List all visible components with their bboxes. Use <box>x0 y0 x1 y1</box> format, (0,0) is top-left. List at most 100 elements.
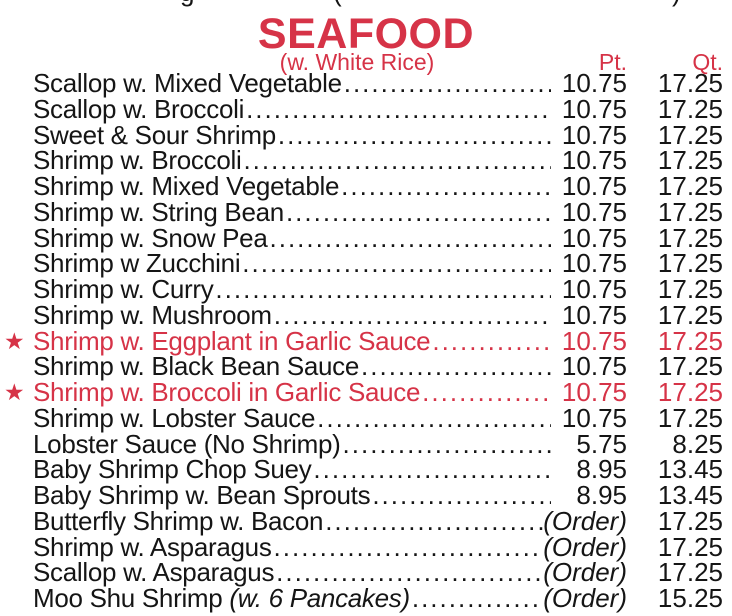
pt-price: 10.75 <box>561 222 627 253</box>
pt-price: 10.75 <box>561 299 627 330</box>
pt-price: 10.75 <box>561 171 627 201</box>
item-name: Shrimp w. Asparagus <box>33 531 272 562</box>
pt-price: 10.75 <box>561 68 627 98</box>
item-name: Scallop w. Broccoli <box>33 93 245 124</box>
star-icon: ★ <box>4 379 25 405</box>
menu-item-row: Baby Shrimp Chop Suey 8.95 13.45 <box>0 454 732 485</box>
menu-items: Scallop w. Mixed Vegetable10.7517.25Scal… <box>0 68 732 613</box>
dot-leader <box>323 509 543 535</box>
item-name: Scallop w. Asparagus <box>33 557 275 588</box>
item-name: Shrimp w. Curry <box>33 274 214 304</box>
dot-leader <box>213 277 551 303</box>
qt-price: 17.25 <box>657 274 723 304</box>
item-name: Shrimp w. Lobster Sauce <box>33 402 316 433</box>
pt-price: (Order) <box>543 583 627 613</box>
star-icon: ★ <box>4 327 25 354</box>
section-subtitle: (w. White Rice) <box>279 49 435 75</box>
pt-price: 10.75 <box>561 93 627 124</box>
item-name: Shrimp w Zucchini <box>33 248 241 279</box>
menu-item-row: Shrimp w. Black Bean Sauce 10.75 17.25 <box>0 351 732 382</box>
qt-price: 17.25 <box>657 505 723 536</box>
item-name: Shrimp w. Eggplant in Garlic Sauce <box>33 325 431 356</box>
menu-item-row: ★ Shrimp w. Eggplant in Garlic Sauce 10.75… <box>0 325 732 356</box>
pt-price: 10.75 <box>561 325 627 356</box>
clipped-text-fragment: ( <box>333 0 342 5</box>
menu-item-row: Scallop w. Asparagus (Order) 17.25 <box>0 557 732 588</box>
menu-item-row: Butterfly Shrimp w. Bacon (Order) 17.25 <box>0 505 732 536</box>
pt-price: 10.75 <box>561 377 627 407</box>
item-name: Baby Shrimp w. Bean Sprouts <box>33 480 371 510</box>
dot-leader <box>272 535 544 561</box>
item-name: Scallop w. Mixed Vegetable <box>33 68 342 98</box>
dot-leader <box>410 586 543 612</box>
menu-item-row: Shrimp w. Mushroom 10.75 17.25 <box>0 299 732 330</box>
qt-price: 17.25 <box>657 248 723 279</box>
qt-price: 13.45 <box>657 480 723 510</box>
menu-item-row: Shrimp w. String Bean 10.75 17.25 <box>0 196 732 227</box>
dot-leader <box>370 483 551 509</box>
pt-price: 10.75 <box>561 274 627 304</box>
pt-price: 8.95 <box>576 480 627 510</box>
qt-price: 17.25 <box>657 119 723 150</box>
qt-price: 17.25 <box>657 222 723 253</box>
dot-leader <box>268 226 552 252</box>
pt-price: 5.75 <box>576 428 627 459</box>
menu-item-row: Moo Shu Shrimp (w. 6 Pancakes) (Order) 15.… <box>0 583 732 613</box>
pt-price: 8.95 <box>576 454 627 485</box>
qt-price: 8.25 <box>672 428 723 459</box>
pt-price: 10.75 <box>561 196 627 227</box>
dot-leader <box>420 380 551 406</box>
menu-item-row: ★ Shrimp w. Broccoli in Garlic Sauce 10.75… <box>0 377 732 407</box>
pt-price: (Order) <box>543 557 627 588</box>
item-name: Shrimp w. String Bean <box>33 196 284 227</box>
item-name: Shrimp w. Mushroom <box>33 299 272 330</box>
dot-leader <box>276 123 551 149</box>
item-name: Shrimp w. Black Bean Sauce <box>33 351 360 382</box>
dot-leader <box>339 174 551 200</box>
pt-price: 10.75 <box>561 119 627 150</box>
item-name: Shrimp w. Broccoli in Garlic Sauce <box>33 377 421 407</box>
section-title: SEAFOOD <box>257 10 475 58</box>
pt-price: 10.75 <box>561 248 627 279</box>
pt-price: (Order) <box>543 505 627 536</box>
item-name: Shrimp w. Broccoli <box>33 145 242 176</box>
clipped-text-fragment: ) <box>672 0 681 5</box>
dot-leader <box>244 97 551 123</box>
qt-price: 17.25 <box>657 196 723 227</box>
menu-item-row: Lobster Sauce (No Shrimp) 5.75 8.25 <box>0 428 732 459</box>
qt-price: 17.25 <box>657 299 723 330</box>
item-name: Moo Shu Shrimp (w. 6 Pancakes) <box>33 583 410 613</box>
item-name: Lobster Sauce (No Shrimp) <box>33 428 341 459</box>
dot-leader <box>240 251 551 277</box>
dot-leader <box>342 71 551 97</box>
clipped-previous-line: g () <box>0 0 732 11</box>
qt-price: 17.25 <box>657 93 723 124</box>
menu-item-row: Baby Shrimp w. Bean Sprouts 8.95 13.45 <box>0 480 732 510</box>
item-name: Shrimp w. Mixed Vegetable <box>33 171 340 201</box>
qt-price: 17.25 <box>657 171 723 201</box>
clipped-text-fragment: g <box>180 0 194 5</box>
qt-price: 17.25 <box>657 325 723 356</box>
menu-item-row: Scallop w. Broccoli 10.75 17.25 <box>0 93 732 124</box>
qt-price: 17.25 <box>657 145 723 176</box>
menu-item-row: Shrimp w. Mixed Vegetable 10.75 17.25 <box>0 171 732 201</box>
qt-price: 17.25 <box>657 531 723 562</box>
menu-item-row: Shrimp w. Curry 10.75 17.25 <box>0 274 732 304</box>
pt-price: 10.75 <box>561 145 627 176</box>
menu-item-row: Sweet & Sour Shrimp 10.75 17.25 <box>0 119 732 150</box>
menu-item-row: Shrimp w. Lobster Sauce 10.75 17.25 <box>0 402 732 433</box>
qt-price: 13.45 <box>657 454 723 485</box>
qt-price: 17.25 <box>657 68 723 98</box>
item-name: Butterfly Shrimp w. Bacon <box>33 505 324 536</box>
menu-item-row: Scallop w. Mixed Vegetable 10.75 17.25 <box>0 68 732 98</box>
qt-price: 17.25 <box>657 351 723 382</box>
dot-leader <box>341 432 551 458</box>
qt-price: 17.25 <box>657 402 723 433</box>
pt-price: 10.75 <box>561 351 627 382</box>
item-name: Shrimp w. Snow Pea <box>33 222 268 253</box>
dot-leader <box>430 329 551 355</box>
qt-column-header: Qt. <box>692 49 723 75</box>
qt-price: 17.25 <box>657 557 723 588</box>
pt-price: 10.75 <box>561 402 627 433</box>
menu-item-row: Shrimp w. Asparagus (Order) 17.25 <box>0 531 732 562</box>
